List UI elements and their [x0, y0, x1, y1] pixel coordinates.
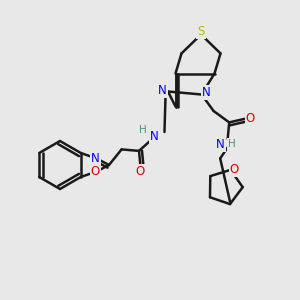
Text: O: O: [91, 165, 100, 178]
Text: H: H: [139, 125, 147, 135]
Text: N: N: [216, 138, 225, 151]
Text: N: N: [150, 130, 159, 143]
Text: N: N: [158, 84, 167, 98]
Text: S: S: [197, 25, 205, 38]
Text: O: O: [246, 112, 255, 125]
Text: H: H: [228, 139, 236, 149]
Text: N: N: [91, 152, 100, 165]
Text: N: N: [202, 85, 211, 99]
Text: O: O: [230, 164, 239, 176]
Text: O: O: [136, 165, 145, 178]
